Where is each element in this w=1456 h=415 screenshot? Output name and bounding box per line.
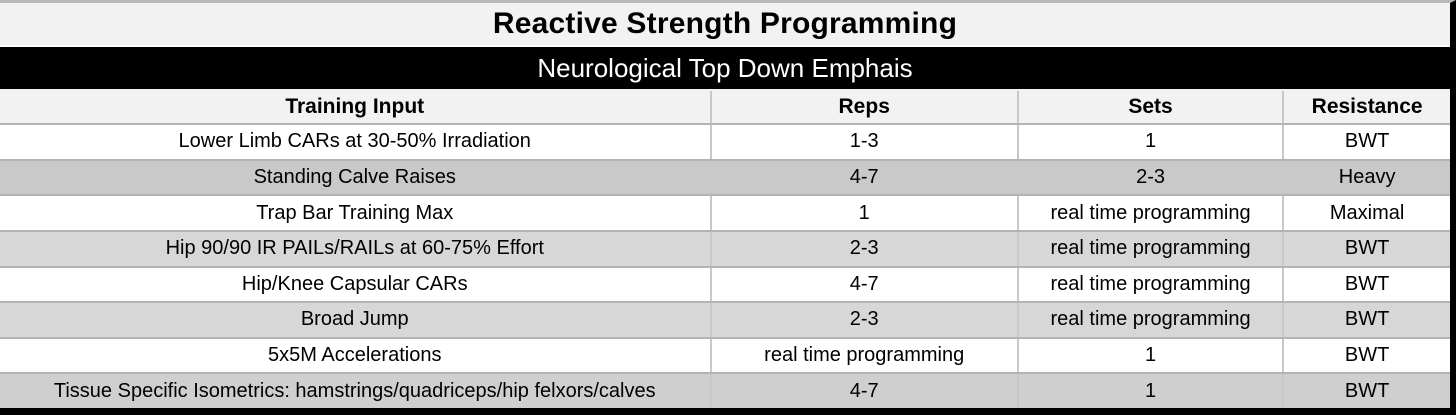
cell-reps[interactable]: real time programming [710, 337, 1019, 375]
table-row: Hip 90/90 IR PAILs/RAILs at 60-75% Effor… [0, 230, 1450, 268]
cell-sets[interactable]: 1 [1017, 124, 1285, 161]
column-header-resistance[interactable]: Resistance [1283, 91, 1450, 125]
cell-resistance[interactable]: BWT [1344, 379, 1390, 402]
cell-training-input[interactable]: Standing Calve Raises [0, 159, 712, 197]
column-header-sets[interactable]: Sets [1017, 91, 1285, 125]
cell-sets[interactable]: real time programming [1017, 302, 1285, 339]
cell-training-input[interactable]: Hip/Knee Capsular CARs [0, 266, 712, 304]
cell-training-input[interactable]: 5x5M Accelerations [0, 337, 712, 375]
cell-training-input[interactable]: Broad Jump [0, 302, 712, 339]
cell-reps[interactable]: 2-3 [710, 302, 1019, 339]
cell-reps[interactable]: 1 [710, 195, 1019, 232]
table-row: Lower Limb CARs at 30-50% Irradiation 1-… [0, 124, 1450, 161]
cell-training-input[interactable]: Lower Limb CARs at 30-50% Irradiation [0, 124, 712, 161]
programming-table: Training Input Reps Sets Resistance Lowe… [0, 91, 1450, 408]
table-row: Tissue Specific Isometrics: hamstrings/q… [0, 373, 1450, 408]
cell-resistance[interactable]: BWT [1283, 302, 1450, 339]
bottom-divider [0, 408, 1450, 415]
cell-sets[interactable]: real time programming [1017, 230, 1285, 268]
cell-sets[interactable]: 1 [1017, 337, 1285, 375]
cell-reps[interactable]: 4-7 [710, 159, 1019, 197]
cell-resistance[interactable]: Maximal [1283, 195, 1450, 232]
table-row: Broad Jump 2-3 real time programming BWT [0, 302, 1450, 339]
table-row: Trap Bar Training Max 1 real time progra… [0, 195, 1450, 232]
cell-resistance[interactable]: Heavy [1283, 159, 1450, 197]
section-header: Neurological Top Down Emphais [0, 47, 1450, 91]
cell-sets[interactable]: 2-3 [1017, 159, 1285, 197]
cell-training-input[interactable]: Hip 90/90 IR PAILs/RAILs at 60-75% Effor… [0, 230, 712, 268]
cell-reps[interactable]: 1-3 [710, 124, 1019, 161]
cell-reps[interactable]: 2-3 [710, 230, 1019, 268]
cell-reps[interactable]: 4-7 [710, 373, 1019, 408]
cell-resistance[interactable]: BWT [1283, 230, 1450, 268]
column-header-reps[interactable]: Reps [710, 91, 1019, 125]
page-title: Reactive Strength Programming [0, 3, 1450, 47]
table-row: 5x5M Accelerations real time programming… [0, 337, 1450, 375]
cell-sets[interactable]: real time programming [1017, 195, 1285, 232]
column-header-training-input[interactable]: Training Input [0, 91, 712, 125]
cell-resistance[interactable]: BWT [1283, 124, 1450, 161]
cell-reps[interactable]: 4-7 [710, 266, 1019, 304]
cell-training-input[interactable]: Trap Bar Training Max [0, 195, 712, 232]
cell-sets[interactable]: 1 [1017, 373, 1285, 408]
table-row: Standing Calve Raises 4-7 2-3 Heavy [0, 159, 1450, 197]
table-row: Hip/Knee Capsular CARs 4-7 real time pro… [0, 266, 1450, 304]
cell-resistance[interactable]: BWT [1283, 337, 1450, 375]
cell-resistance[interactable]: BWT [1283, 266, 1450, 304]
cell-sets[interactable]: real time programming [1017, 266, 1285, 304]
column-header-row: Training Input Reps Sets Resistance [0, 91, 1450, 125]
cell-training-input[interactable]: Tissue Specific Isometrics: hamstrings/q… [0, 373, 712, 408]
